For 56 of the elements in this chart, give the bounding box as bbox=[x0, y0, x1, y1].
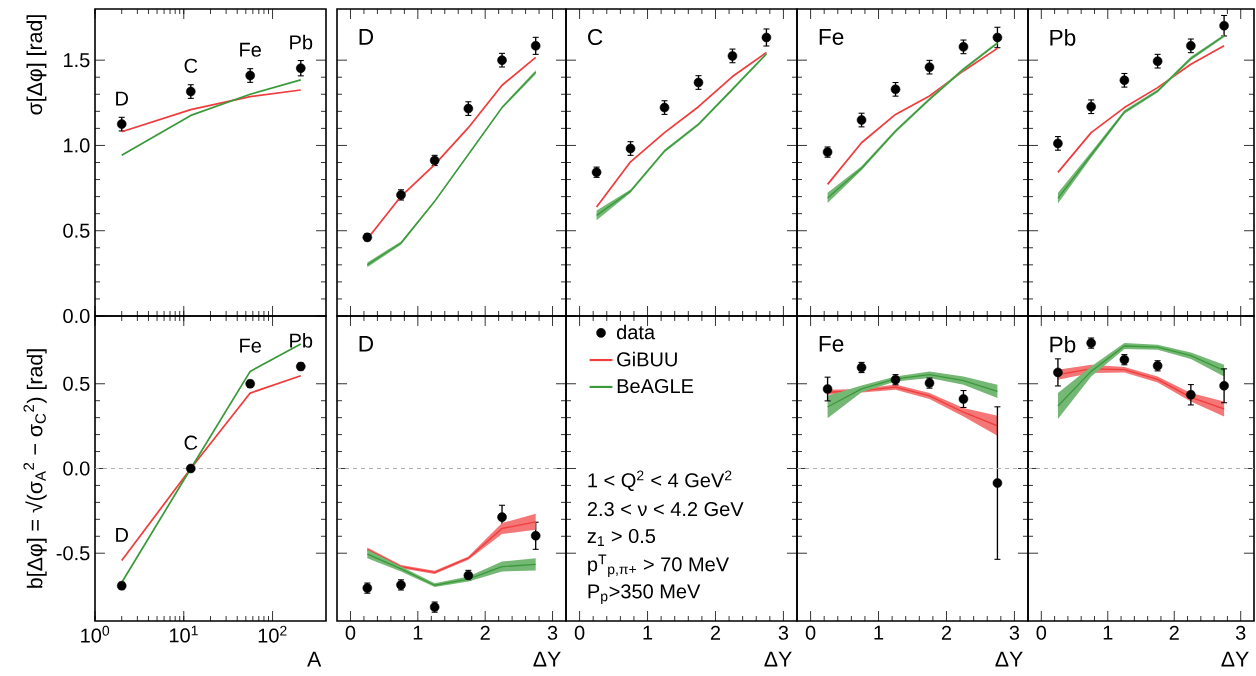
annotation: C bbox=[184, 435, 198, 450]
text: C bbox=[588, 29, 603, 46]
annotation: D bbox=[116, 91, 128, 106]
text: Pb bbox=[1050, 29, 1076, 46]
y-tick-label: 0.5 bbox=[63, 376, 90, 391]
annotation: z$_{1}$ > 0.5 bbox=[587, 528, 656, 546]
x-tick-label: 10$^{2}$ bbox=[258, 625, 287, 643]
annotation: Fe bbox=[240, 338, 261, 353]
x-tick-label: 2 bbox=[480, 625, 490, 640]
x-axis-title: ΔY bbox=[764, 651, 792, 667]
x-tick-label: 3 bbox=[547, 625, 558, 640]
annotation: P$_{p}$>350 MeV bbox=[588, 584, 701, 605]
x-axis-title: A bbox=[307, 651, 322, 667]
x-tick-label: 3 bbox=[778, 625, 789, 640]
text: Pb bbox=[1050, 335, 1076, 353]
x-axis-title: ΔY bbox=[1221, 651, 1249, 667]
annotation: C bbox=[184, 58, 198, 73]
legend-label: data bbox=[616, 324, 656, 340]
x-tick-label: 2 bbox=[1169, 625, 1179, 640]
x-tick-label: 1 bbox=[413, 625, 423, 640]
x-tick-label: 0 bbox=[345, 625, 356, 640]
y-tick-label: 0.5 bbox=[63, 223, 90, 238]
text: D bbox=[359, 29, 374, 45]
annotation: p$^{T}$$_{p,π+}$ > 70 MeV bbox=[588, 554, 729, 577]
y-tick-label: -0.5 bbox=[56, 546, 90, 561]
x-tick-label: 1 bbox=[643, 625, 653, 640]
x-tick-label: 3 bbox=[1235, 625, 1246, 640]
x-axis-title: ΔY bbox=[533, 651, 561, 667]
y-axis-title: σ[Δφ] [rad] bbox=[26, 15, 47, 115]
x-tick-label: 0 bbox=[574, 625, 585, 640]
x-axis-title: ΔY bbox=[995, 651, 1023, 667]
text: D bbox=[359, 335, 374, 352]
annotation: 1 < Q$^{2}$ < 4 GeV$^{2}$ bbox=[588, 470, 732, 491]
x-tick-label: 0 bbox=[1036, 625, 1047, 640]
y-tick-label: 1.5 bbox=[64, 53, 90, 68]
x-tick-label: 2 bbox=[941, 625, 952, 640]
x-tick-label: 1 bbox=[874, 625, 884, 640]
legend-label: BeAGLE bbox=[617, 378, 694, 394]
y-tick-label: 0.0 bbox=[63, 461, 90, 476]
annotation: Pb bbox=[290, 333, 313, 348]
x-tick-label: 2 bbox=[710, 625, 721, 640]
annotation: Fe bbox=[240, 42, 261, 57]
text: Fe bbox=[819, 335, 844, 352]
x-tick-label: 10$^{0}$ bbox=[81, 625, 110, 643]
legend-label: GiBUU bbox=[617, 351, 677, 367]
y-tick-label: 0.0 bbox=[63, 308, 90, 324]
x-tick-label: 0 bbox=[805, 625, 816, 640]
annotation: D bbox=[116, 528, 128, 542]
x-tick-label: 10$^{1}$ bbox=[169, 625, 198, 643]
y-tick-label: 1.0 bbox=[64, 138, 90, 153]
y-axis-title: b[Δφ] = √(σ$_{A}$$^{2}$ − σ$_{C}$$^{2}$) [rad] bbox=[23, 349, 47, 588]
annotation: Pb bbox=[290, 34, 313, 50]
x-tick-label: 3 bbox=[1009, 625, 1020, 640]
x-tick-label: 1 bbox=[1103, 625, 1113, 640]
text: Fe bbox=[819, 29, 844, 45]
annotation: 2.3 < ν < 4.2 GeV bbox=[587, 501, 744, 517]
